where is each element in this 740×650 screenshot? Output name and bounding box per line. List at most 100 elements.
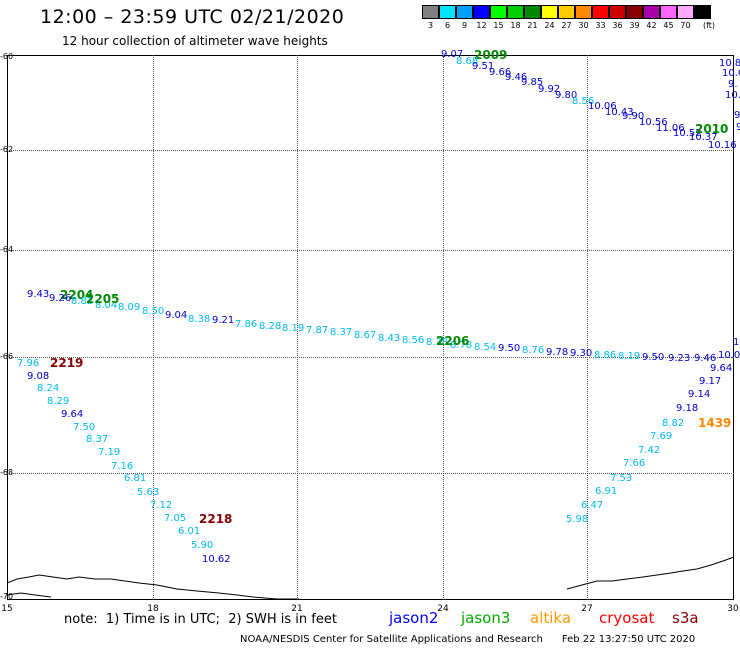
wave-height-value: 8.76 xyxy=(522,345,545,356)
longitude-gridline xyxy=(153,55,154,600)
longitude-gridline xyxy=(587,55,588,600)
legend-swatch xyxy=(575,5,592,19)
mission-label-altika: altika xyxy=(530,609,572,627)
pass-number-label: 2206 xyxy=(436,334,470,348)
wave-height-value: 9.08 xyxy=(27,371,50,382)
wave-height-value: 9.18 xyxy=(676,403,699,414)
wave-height-value: 7.16 xyxy=(111,461,134,472)
wave-height-value: 7.42 xyxy=(638,445,661,456)
wave-height-value: 7.05 xyxy=(164,513,187,524)
latitude-label: -68 xyxy=(0,468,14,477)
wave-height-value: 7.53 xyxy=(610,473,633,484)
wave-height-value: 9.90 xyxy=(622,111,645,122)
legend-swatch xyxy=(490,5,507,19)
legend-swatch xyxy=(456,5,473,19)
legend-swatch xyxy=(473,5,490,19)
wave-height-value: 9.07 xyxy=(441,49,464,60)
pass-number-label: 2204 xyxy=(60,288,94,302)
latitude-gridline xyxy=(7,357,734,358)
page-title: 12:00 – 23:59 UTC 02/21/2020 xyxy=(40,6,345,28)
wave-height-value: 8.82 xyxy=(71,296,94,307)
longitude-label: 18 xyxy=(147,604,159,614)
wave-height-value: 5.98 xyxy=(566,514,589,525)
wave-height-value: 9.17 xyxy=(699,376,722,387)
wave-height-value: 9.50 xyxy=(498,343,521,354)
latitude-gridline xyxy=(7,150,734,151)
legend-swatch-label: 24 xyxy=(544,21,555,30)
wave-height-value: 9.50 xyxy=(642,352,665,363)
wave-height-value: 8.43 xyxy=(378,333,401,344)
wave-height-value: 6.47 xyxy=(581,500,604,511)
pass-number-label: 2009 xyxy=(474,48,508,62)
wave-height-value: 5.90 xyxy=(191,540,214,551)
wave-height-value: 8.82 xyxy=(662,418,685,429)
legend-swatch-label: 70 xyxy=(680,21,691,30)
wave-height-value: 8.28 xyxy=(259,321,282,332)
wave-height-value: 10.37 xyxy=(689,132,718,143)
wave-height-value: 5.63 xyxy=(137,487,160,498)
wave-height-value: 10.43 xyxy=(605,107,634,118)
wave-height-value: 8.38 xyxy=(188,314,211,325)
wave-height-value: 7.66 xyxy=(623,458,646,469)
mission-label-s3a: s3a xyxy=(672,609,699,627)
legend-unit: (ft) xyxy=(702,21,716,30)
pass-number-label: 2219 xyxy=(50,356,84,370)
legend-swatch-label: 6 xyxy=(444,21,451,30)
latitude-label: -60 xyxy=(0,52,14,61)
legend-swatch-label: 42 xyxy=(646,21,657,30)
wave-height-value: 8.24 xyxy=(37,383,60,394)
latitude-label: -66 xyxy=(0,352,14,361)
page-subtitle: 12 hour collection of altimeter wave hei… xyxy=(62,34,328,48)
mission-label-jason3: jason3 xyxy=(461,609,511,627)
mission-label-jason2: jason2 xyxy=(389,609,439,627)
wave-height-value: 7.12 xyxy=(150,500,173,511)
legend-swatch-label: 30 xyxy=(578,21,589,30)
wave-height-value: 9.92 xyxy=(538,84,561,95)
legend-swatch xyxy=(541,5,558,19)
wave-height-value: 8.19 xyxy=(618,351,641,362)
wave-height-value: 9.64 xyxy=(61,409,84,420)
wave-height-value: 8.04 xyxy=(95,300,118,311)
latitude-label: -62 xyxy=(0,145,14,154)
wave-height-value: 9.21 xyxy=(212,315,235,326)
longitude-label: 30 xyxy=(727,604,739,614)
note-text: note: 1) Time is in UTC; 2) SWH is in fe… xyxy=(64,612,337,627)
legend-swatch xyxy=(422,5,439,19)
wave-height-value: 9.43 xyxy=(27,289,50,300)
wave-height-value: 7.19 xyxy=(98,447,121,458)
legend-swatch-label: 9 xyxy=(461,21,468,30)
wave-height-value: 9.23 xyxy=(668,353,691,364)
wave-height-value: 10.62 xyxy=(202,554,231,565)
wave-height-value: 10.52 xyxy=(673,128,702,139)
wave-height-value: 10 xyxy=(733,337,740,348)
wave-height-value: 9. xyxy=(728,79,738,90)
wave-height-value: 7.69 xyxy=(650,431,673,442)
longitude-gridline xyxy=(297,55,298,600)
wave-height-value: 8.50 xyxy=(142,306,165,317)
mission-label-cryosat: cryosat xyxy=(599,609,655,627)
wave-height-value: 9.80 xyxy=(555,90,578,101)
longitude-label: 21 xyxy=(291,604,303,614)
latitude-label: -64 xyxy=(0,245,14,254)
wave-height-value: 6.81 xyxy=(124,473,147,484)
wave-height-value: 9.14 xyxy=(688,389,711,400)
pass-number-label: 2010 xyxy=(695,122,729,136)
wave-height-value: 9 xyxy=(734,110,740,121)
wave-height-value: 6.01 xyxy=(178,526,201,537)
legend-swatch-label: 39 xyxy=(629,21,640,30)
latitude-gridline xyxy=(7,250,734,251)
legend-swatch xyxy=(626,5,643,19)
legend-swatch xyxy=(439,5,456,19)
legend-swatch-label: 18 xyxy=(510,21,521,30)
legend-swatch xyxy=(592,5,609,19)
wave-height-value: 10. xyxy=(725,90,740,101)
legend-swatch-label: 15 xyxy=(493,21,504,30)
wave-height-value: 8.68 xyxy=(456,56,479,67)
wave-height-value: 8.29 xyxy=(47,396,70,407)
wave-height-value: 8.78 xyxy=(450,340,473,351)
latitude-gridline xyxy=(7,473,734,474)
wave-height-value: 7.86 xyxy=(235,319,258,330)
legend-swatch xyxy=(643,5,660,19)
longitude-label: 27 xyxy=(581,604,593,614)
